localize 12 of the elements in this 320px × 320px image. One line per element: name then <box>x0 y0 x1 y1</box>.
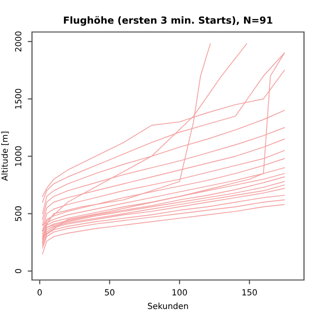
x-tick-label: 0 <box>38 289 42 296</box>
x-tick-label: 150 <box>242 289 257 296</box>
y-tick-label: 0 <box>15 268 22 274</box>
y-tick-label: 1000 <box>15 146 22 166</box>
chart-title: Flughöhe (ersten 3 min. Starts), N=91 <box>64 16 272 26</box>
x-tick-label: 50 <box>104 289 114 296</box>
x-tick-label: 100 <box>172 289 187 296</box>
y-axis-title: Altitude [m] <box>1 132 9 181</box>
y-tick-label: 2000 <box>15 31 22 52</box>
y-tick-label: 500 <box>15 206 22 221</box>
x-axis-title: Sekunden <box>148 302 188 310</box>
y-tick-label: 1500 <box>15 88 22 109</box>
